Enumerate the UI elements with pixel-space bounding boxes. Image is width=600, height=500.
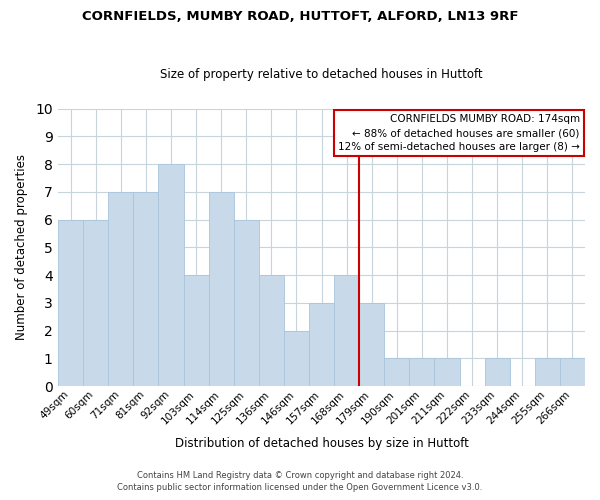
Title: Size of property relative to detached houses in Huttoft: Size of property relative to detached ho… [160, 68, 483, 81]
Text: CORNFIELDS MUMBY ROAD: 174sqm
← 88% of detached houses are smaller (60)
12% of s: CORNFIELDS MUMBY ROAD: 174sqm ← 88% of d… [338, 114, 580, 152]
Bar [109, 192, 133, 386]
Text: CORNFIELDS, MUMBY ROAD, HUTTOFT, ALFORD, LN13 9RF: CORNFIELDS, MUMBY ROAD, HUTTOFT, ALFORD,… [82, 10, 518, 23]
Bar [83, 220, 109, 386]
Bar [359, 303, 384, 386]
Bar [184, 275, 209, 386]
Bar [409, 358, 434, 386]
Bar [133, 192, 158, 386]
Bar [434, 358, 460, 386]
X-axis label: Distribution of detached houses by size in Huttoft: Distribution of detached houses by size … [175, 437, 469, 450]
Bar [485, 358, 510, 386]
Bar [58, 220, 83, 386]
Text: Contains HM Land Registry data © Crown copyright and database right 2024.
Contai: Contains HM Land Registry data © Crown c… [118, 471, 482, 492]
Bar [259, 275, 284, 386]
Bar [334, 275, 359, 386]
Bar [535, 358, 560, 386]
Bar [158, 164, 184, 386]
Bar [209, 192, 234, 386]
Bar [309, 303, 334, 386]
Bar [234, 220, 259, 386]
Bar [384, 358, 409, 386]
Bar [284, 330, 309, 386]
Bar [560, 358, 585, 386]
Y-axis label: Number of detached properties: Number of detached properties [15, 154, 28, 340]
